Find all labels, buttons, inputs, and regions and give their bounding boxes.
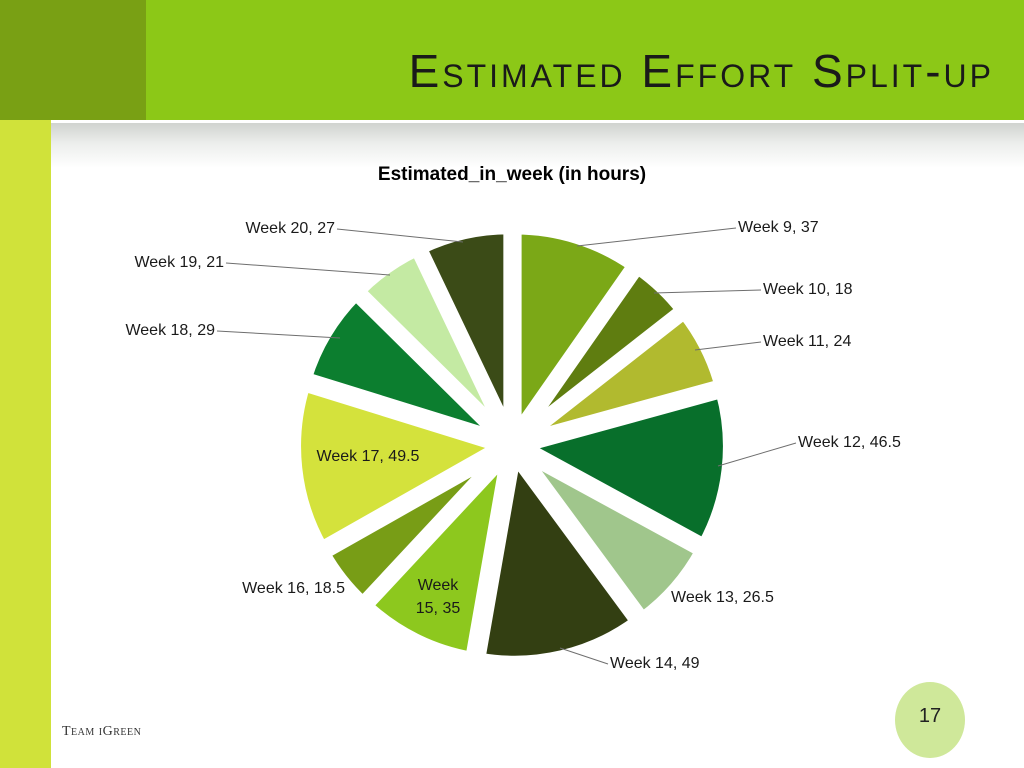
data-label-week-20: Week 20, 27 <box>245 220 335 237</box>
data-label-week-11: Week 11, 24 <box>763 333 851 350</box>
leader-line-week-18 <box>216 330 341 339</box>
leader-line-week-20 <box>336 228 464 243</box>
slide-title: Estimated Effort Split-up <box>408 45 994 97</box>
data-label-week-17: Week 17, 49.5 <box>317 448 420 465</box>
data-label-week-18: Week 18, 29 <box>125 322 215 339</box>
pie-slice-week-18 <box>298 286 506 445</box>
pie-slice-week-15 <box>358 436 517 665</box>
leader-line-week-19 <box>225 262 391 276</box>
page-number-badge: 17 <box>895 682 965 758</box>
pie-slice-week-14 <box>472 441 645 668</box>
slices-layer <box>289 222 735 668</box>
header-divider <box>0 120 1024 123</box>
header-bar <box>0 0 1024 120</box>
chart-title: Estimated_in_week (in hours) <box>378 164 646 185</box>
data-label-week-14: Week 14, 49 <box>610 655 700 672</box>
leader-line-week-9 <box>576 227 737 247</box>
header-shadow <box>51 123 1024 168</box>
data-label-week-15: Week 15, 35 <box>416 577 461 617</box>
data-label-week-9: Week 9, 37 <box>738 219 819 236</box>
data-label-week-16: Week 16, 18.5 <box>242 580 345 597</box>
data-label-week-10: Week 10, 18 <box>763 281 853 298</box>
left-accent-bar <box>0 120 51 768</box>
pie-slice-week-16 <box>316 447 507 611</box>
pie-slice-week-11 <box>519 304 728 446</box>
pie-slice-week-13 <box>516 447 710 627</box>
pie-slice-week-9 <box>509 222 642 453</box>
pie-slice-week-20 <box>413 222 516 436</box>
labels-layer: Week 9, 37 Week 10, 18 Week 11, 24 Week 12,… <box>125 219 901 672</box>
header-accent-square <box>0 0 146 120</box>
data-label-week-12: Week 12, 46.5 <box>798 434 901 451</box>
leader-line-week-11 <box>694 341 762 351</box>
pie-slice-week-17 <box>289 378 516 556</box>
footer-team-name: Team iGreen <box>62 724 142 739</box>
leader-line-week-12 <box>717 442 797 467</box>
data-label-week-19: Week 19, 21 <box>134 254 224 271</box>
data-label-week-13: Week 13, 26.5 <box>671 589 774 606</box>
leader-line-week-14 <box>559 647 609 665</box>
page-number: 17 <box>918 705 942 727</box>
pie-slice-week-12 <box>507 384 735 553</box>
leader-line-week-10 <box>653 289 762 294</box>
